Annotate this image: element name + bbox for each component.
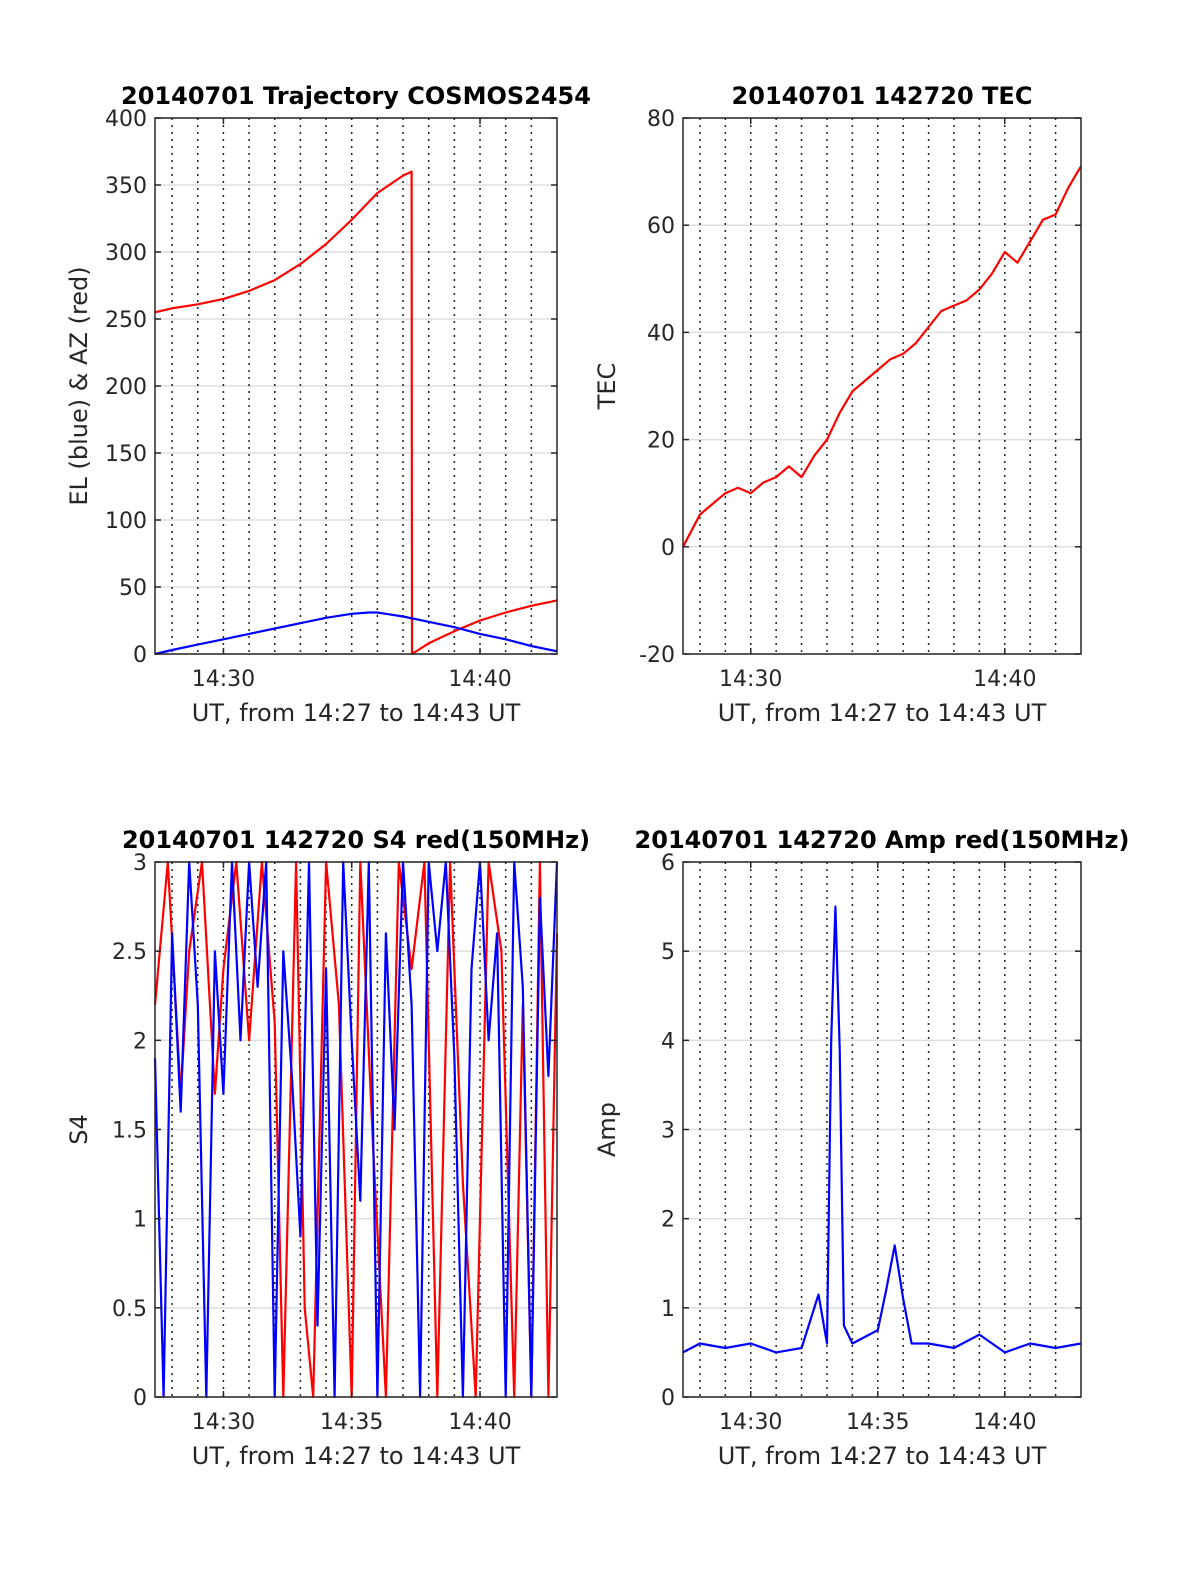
y-tick-label: 60 <box>647 214 675 239</box>
chart-title: 20140701 142720 Amp red(150MHz) <box>635 826 1130 854</box>
y-axis-label: EL (blue) & AZ (red) <box>65 266 93 505</box>
chart-title: 20140701 142720 S4 red(150MHz) <box>122 826 590 854</box>
series-line-trajectory-1 <box>154 611 558 656</box>
y-tick-label: 100 <box>105 509 147 534</box>
y-tick-label: 2 <box>133 1029 147 1054</box>
y-tick-label: 350 <box>105 174 147 199</box>
y-tick-label: 2.5 <box>112 940 147 965</box>
series-line-s4-1 <box>153 860 559 1399</box>
y-tick-label: 200 <box>105 375 147 400</box>
y-axis-label: S4 <box>65 1114 93 1145</box>
y-axis-label: Amp <box>593 1102 621 1157</box>
x-axis-label: UT, from 14:27 to 14:43 UT <box>718 699 1047 727</box>
x-tick-label: 14:30 <box>192 1410 255 1435</box>
chart-panel-tec: -20 0 20 40 60 80 14:30 14:40 20140701 142720 TE… <box>593 82 1082 727</box>
x-axis-label: UT, from 14:27 to 14:43 UT <box>192 1442 521 1470</box>
x-tick-label: 14:35 <box>320 1410 383 1435</box>
y-tick-label: 50 <box>119 576 147 601</box>
y-tick-label: 3 <box>661 1119 675 1144</box>
x-tick-label: 14:35 <box>846 1410 909 1435</box>
axes-frame <box>682 117 1082 655</box>
series-line-tec-0 <box>682 165 1082 548</box>
x-tick-label: 14:40 <box>448 667 511 692</box>
y-tick-label: 0 <box>661 536 675 561</box>
y-tick-label: -20 <box>639 643 675 668</box>
x-tick-label: 14:40 <box>448 1410 511 1435</box>
y-tick-label: 250 <box>105 308 147 333</box>
series-line-trajectory-0 <box>154 170 558 656</box>
y-tick-label: 40 <box>647 321 675 346</box>
y-tick-label: 5 <box>661 940 675 965</box>
x-tick-label: 14:40 <box>973 1410 1036 1435</box>
y-tick-label: 400 <box>105 107 147 132</box>
y-tick-label: 3 <box>133 851 147 876</box>
y-tick-label: 4 <box>661 1029 675 1054</box>
y-tick-label: 2 <box>661 1208 675 1233</box>
y-tick-label: 300 <box>105 241 147 266</box>
y-tick-label: 6 <box>661 851 675 876</box>
x-axis-label: UT, from 14:27 to 14:43 UT <box>192 699 521 727</box>
y-tick-label: 0 <box>661 1386 675 1411</box>
y-tick-label: 1 <box>133 1208 147 1233</box>
series-line-amp-0 <box>682 905 1082 1354</box>
y-tick-label: 0 <box>133 643 147 668</box>
chart-panel-amp: 0 1 2 3 4 5 6 14:30 14:35 14:40 20140701 142720 Am… <box>593 826 1129 1470</box>
chart-panel-trajectory: 0 50 100 150 200 250 300 350 400 14:30 14:40 201407… <box>65 82 591 727</box>
chart-title: 20140701 Trajectory COSMOS2454 <box>121 82 591 110</box>
chart-panel-s4: 0 0.5 1 1.5 2 2.5 3 14:30 14:35 14:40 20140701 142… <box>65 826 590 1470</box>
y-tick-label: 150 <box>105 442 147 467</box>
y-tick-label: 80 <box>647 107 675 132</box>
chart-title: 20140701 142720 TEC <box>732 82 1033 110</box>
y-tick-label: 1 <box>661 1297 675 1322</box>
x-tick-label: 14:30 <box>192 667 255 692</box>
y-tick-label: 20 <box>647 429 675 454</box>
y-axis-label: TEC <box>593 363 621 411</box>
x-tick-label: 14:30 <box>719 667 782 692</box>
y-tick-label: 1.5 <box>112 1119 147 1144</box>
y-tick-label: 0.5 <box>112 1297 147 1322</box>
x-axis-label: UT, from 14:27 to 14:43 UT <box>718 1442 1047 1470</box>
x-tick-label: 14:30 <box>719 1410 782 1435</box>
y-tick-label: 0 <box>133 1386 147 1411</box>
x-tick-label: 14:40 <box>973 667 1036 692</box>
